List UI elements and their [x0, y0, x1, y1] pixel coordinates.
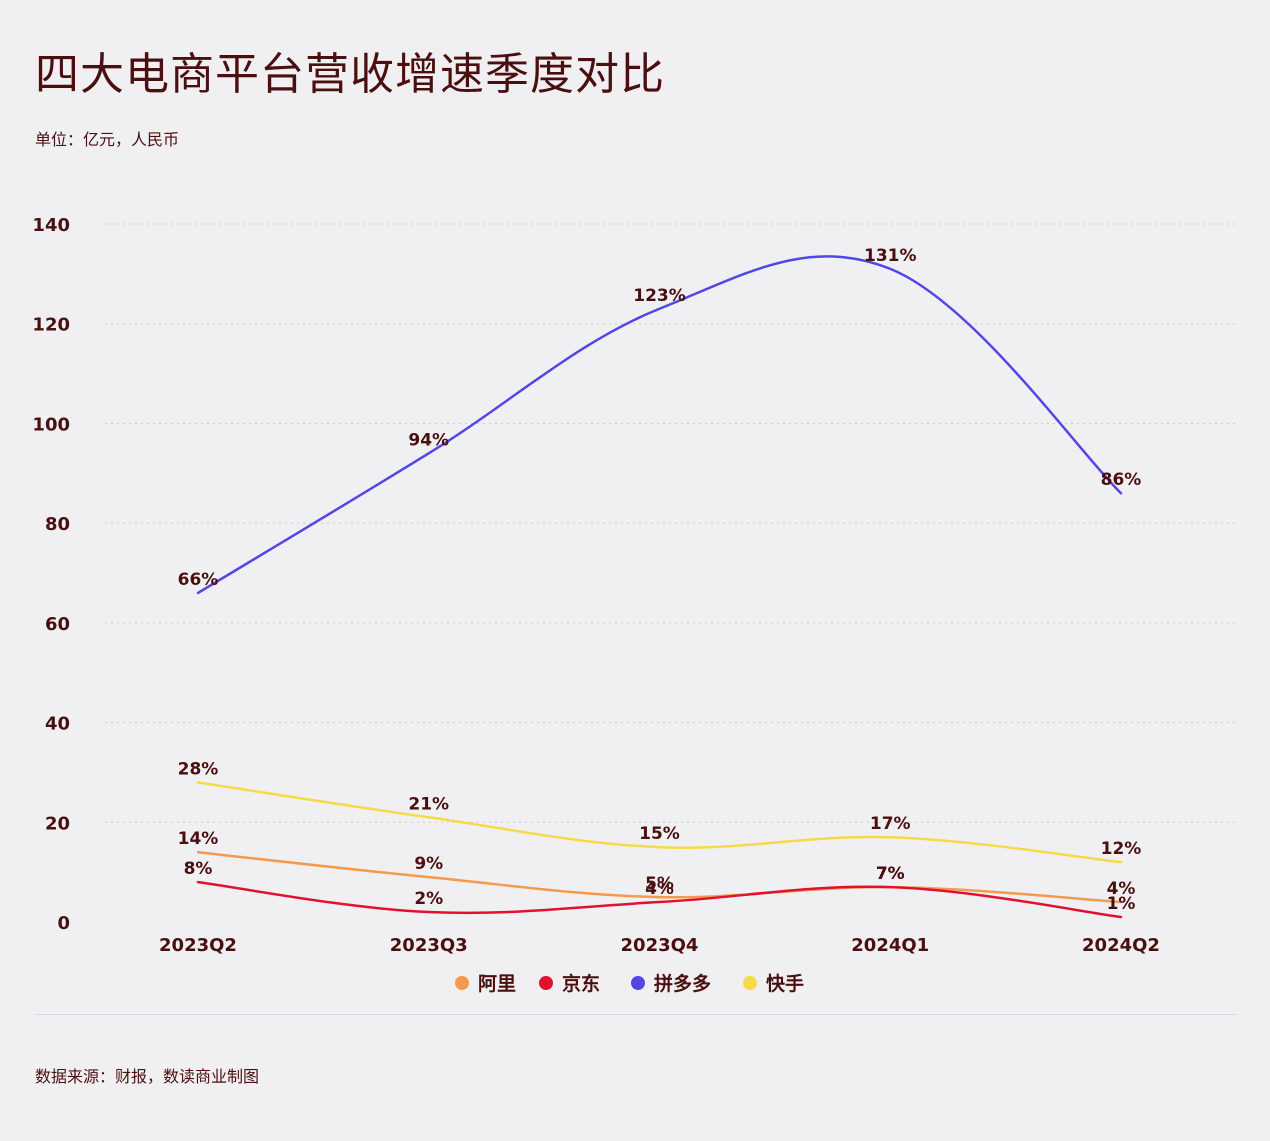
x-tick-label: 2023Q4: [621, 935, 699, 956]
data-label: 21%: [408, 794, 449, 814]
data-label: 17%: [870, 814, 911, 834]
legend-marker: [743, 976, 757, 990]
legend-label: 阿里: [478, 973, 516, 995]
data-label: 7%: [876, 864, 905, 884]
x-tick-label: 2024Q1: [851, 935, 929, 956]
data-label: 66%: [178, 570, 219, 590]
y-tick-label: 140: [32, 215, 70, 236]
data-label: 14%: [178, 829, 219, 849]
legend-label: 拼多多: [654, 972, 711, 995]
data-label: 7%: [876, 864, 905, 884]
y-tick-label: 80: [45, 514, 70, 535]
data-label: 1%: [1107, 894, 1136, 914]
data-label: 131%: [864, 246, 917, 266]
legend-marker: [539, 976, 553, 990]
x-tick-label: 2023Q3: [390, 935, 468, 956]
footer-divider: [35, 1014, 1237, 1015]
y-tick-label: 60: [45, 614, 70, 635]
series-line-快手: [196, 781, 1123, 864]
data-label: 28%: [178, 759, 219, 779]
data-label: 86%: [1101, 470, 1142, 490]
data-label: 5%: [645, 874, 674, 894]
unit-note: 单位：亿元，人民币: [35, 130, 180, 149]
data-label: 94%: [408, 430, 449, 450]
x-tick-label: 2023Q2: [159, 935, 237, 956]
series-line-拼多多: [196, 255, 1123, 595]
data-label: 123%: [633, 286, 686, 306]
data-label: 8%: [184, 859, 213, 879]
series-line-阿里: [196, 850, 1123, 904]
legend-marker: [455, 976, 469, 990]
data-label: 12%: [1101, 839, 1142, 859]
legend-marker: [631, 976, 645, 990]
y-tick-label: 40: [45, 714, 70, 735]
data-label: 15%: [639, 824, 680, 844]
y-tick-label: 20: [45, 813, 70, 834]
data-label: 4%: [645, 879, 674, 899]
page-title: 四大电商平台营收增速季度对比: [35, 49, 665, 100]
series-line-京东: [196, 880, 1123, 919]
y-tick-label: 0: [57, 913, 70, 934]
x-tick-label: 2024Q2: [1082, 935, 1160, 956]
line-chart: 0 20 40 60 80 100 120 140 2023Q2 2023Q3 2023Q4 202…: [32, 215, 1237, 995]
data-label: 4%: [1107, 879, 1136, 899]
legend-label: 快手: [766, 972, 804, 995]
data-label: 9%: [414, 854, 443, 874]
legend-label: 京东: [562, 972, 600, 995]
source-note: 数据来源：财报，数读商业制图: [35, 1067, 260, 1086]
y-tick-label: 120: [32, 315, 70, 336]
data-label: 2%: [414, 889, 443, 909]
y-tick-label: 100: [32, 414, 70, 435]
